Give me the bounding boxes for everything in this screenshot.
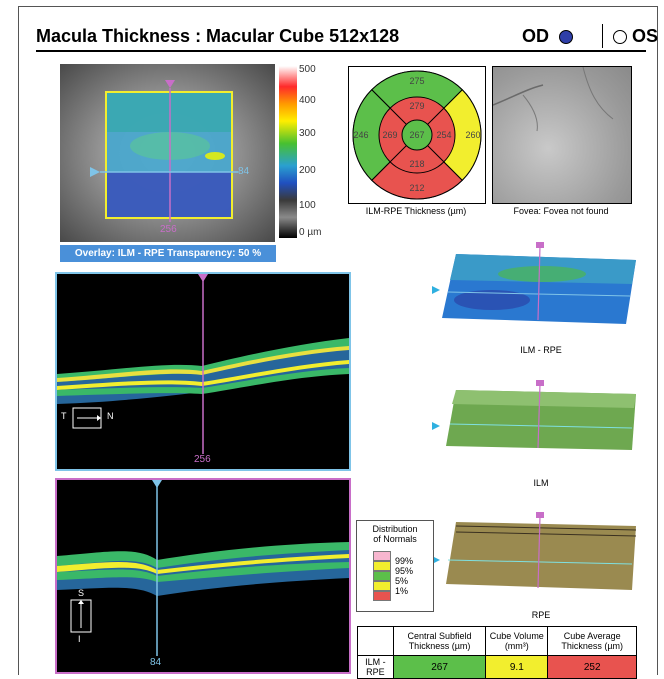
color-scale-gradient [279,66,297,238]
etdrs-inferior-outer: 212 [409,183,424,193]
bscan-image [57,480,349,656]
thickness-summary-table: Central Subfield Thickness (µm) Cube Vol… [357,626,637,679]
etdrs-nasal-inner: 254 [436,130,451,140]
ilm-rpe-3d-map[interactable] [432,240,642,332]
cube-volume-value: 9.1 [485,655,549,679]
legend-swatch [373,591,391,601]
od-radio-selected-icon[interactable] [559,30,573,44]
vertical-scan-marker-icon [165,80,175,88]
report-header: Macula Thickness : Macular Cube 512x128 … [36,24,658,52]
legend-swatch [373,551,391,561]
horizontal-scan-marker-icon [90,167,100,177]
report-title: Macula Thickness : Macular Cube 512x128 [36,26,400,46]
table-header-cell: Cube Volume (mm³) [485,626,549,656]
scale-tick: 100 [299,200,316,211]
ilm-3d-map[interactable] [432,378,642,458]
table-header-cell [357,626,394,656]
legend-label: 1% [395,586,409,596]
fundus-image [60,64,275,242]
etdrs-caption: ILM-RPE Thickness (µm) [365,206,467,216]
map-marker-icon [536,512,544,518]
scale-tick: 200 [299,165,316,176]
legend-title-line2: of Normals [373,534,417,544]
vertical-bscan[interactable]: S I 84 [55,478,351,674]
etdrs-thickness-grid[interactable]: 275 246 260 212 279 269 267 254 218 [348,66,486,204]
bscan-position-label: 256 [194,454,211,465]
ilm-map-caption: ILM [533,478,549,488]
scale-tick: 400 [299,95,316,106]
map-marker-icon [536,380,544,386]
horizontal-bscan[interactable]: T N 256 [55,272,351,471]
legend-label: 95% [395,566,414,576]
orientation-nasal-label: N [107,411,114,421]
map-side-marker-icon [432,422,440,430]
bscan-position-marker-icon [198,274,208,282]
ilm-rpe-map-caption: ILM - RPE [520,345,562,355]
bscan-position-label: 84 [150,657,162,668]
etdrs-chart: 275 246 260 212 279 269 267 254 218 [352,70,482,200]
legend-label: 99% [395,556,414,566]
fovea-image[interactable] [492,66,632,204]
table-header-cell: Central Subfield Thickness (µm) [392,626,487,656]
bscan-position-marker-icon [152,480,162,488]
table-header-cell: Cube Average Thickness (µm) [547,626,637,656]
fundus-thickness-overlay[interactable]: 84 256 [60,64,275,242]
overlay-settings-bar[interactable]: Overlay: ILM - RPE Transparency: 50 % [60,245,276,262]
os-radio-icon[interactable] [613,30,627,44]
orientation-temporal-label: T [61,411,67,421]
scale-tick: 500 [299,64,316,75]
row-label: ILM - RPE [357,655,394,679]
rpe-3d-map[interactable] [432,512,642,598]
etdrs-superior-outer: 275 [409,76,424,86]
bscan-image [57,274,349,454]
orientation-inferior-label: I [78,634,81,644]
od-label[interactable]: OD [522,26,549,46]
table-row: ILM - RPE 267 9.1 252 [357,655,637,679]
eye-divider [602,24,603,48]
horizontal-scan-label: 84 [238,166,250,177]
scan-area-box [105,91,233,219]
central-subfield-value: 267 [392,655,487,679]
table-header-row: Central Subfield Thickness (µm) Cube Vol… [357,626,637,656]
scale-tick: 0 µm [299,227,322,238]
legend-swatch [373,581,391,591]
normals-distribution-legend: Distribution of Normals 99% 95% 5% 1% [356,520,434,612]
legend-swatch [373,561,391,571]
map-side-marker-icon [432,556,440,564]
etdrs-superior-inner: 279 [409,101,424,111]
rpe-map-caption: RPE [531,610,551,620]
scale-tick: 300 [299,128,316,139]
thickness-color-scale: 500 400 300 200 100 0 µm [275,64,323,242]
cube-average-value: 252 [547,655,637,679]
etdrs-nasal-outer: 260 [465,130,480,140]
fovea-vessels [492,66,614,132]
fovea-caption: Fovea: Fovea not found [513,206,609,216]
legend-title-line1: Distribution [372,524,418,534]
map-side-marker-icon [432,286,440,294]
legend-swatch [373,571,391,581]
etdrs-temporal-inner: 269 [382,130,397,140]
legend-label: 5% [395,576,409,586]
report-frame [18,6,658,675]
etdrs-inferior-inner: 218 [409,159,424,169]
orientation-superior-label: S [78,588,85,598]
etdrs-temporal-outer: 246 [353,130,368,140]
etdrs-center: 267 [409,130,424,140]
vertical-scan-label: 256 [160,224,177,235]
map-marker-icon [536,242,544,248]
os-label[interactable]: OS [632,26,659,46]
